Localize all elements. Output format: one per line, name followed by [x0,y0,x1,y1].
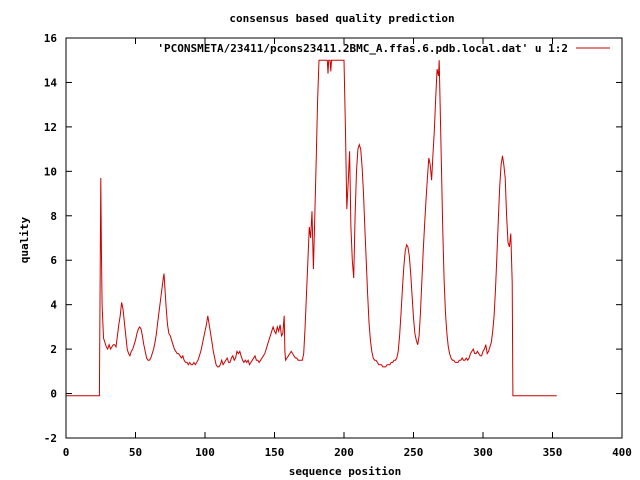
y-tick-label: 0 [50,388,57,401]
legend-label: 'PCONSMETA/23411/pcons23411.2BMC_A.ffas.… [157,42,568,55]
y-tick-label: 12 [44,121,57,134]
x-tick-label: 200 [334,446,354,459]
x-tick-label: 0 [63,446,70,459]
chart-title: consensus based quality prediction [229,12,454,25]
y-tick-label: 4 [50,299,57,312]
x-tick-label: 300 [473,446,493,459]
x-axis-label: sequence position [289,465,402,478]
x-tick-label: 400 [612,446,632,459]
legend: 'PCONSMETA/23411/pcons23411.2BMC_A.ffas.… [157,42,610,55]
y-tick-label: 10 [44,165,57,178]
y-tick-label: 14 [44,76,58,89]
x-tick-label: 100 [195,446,215,459]
y-tick-label: 2 [50,343,57,356]
x-tick-label: 250 [404,446,424,459]
x-tick-label: 150 [265,446,285,459]
y-axis-label: quality [18,216,31,263]
y-tick-label: -2 [44,432,57,445]
axis-ticks: 0 50 100 150 200 250 300 350 400 -2 0 2 4 6 8 10 12 14 16 [44,32,632,459]
series-line [66,59,557,397]
plot-frame [65,37,623,439]
y-tick-label: 16 [44,32,58,45]
x-tick-label: 50 [129,446,142,459]
x-tick-label: 350 [543,446,563,459]
y-tick-label: 8 [50,210,57,223]
y-tick-label: 6 [50,254,57,267]
